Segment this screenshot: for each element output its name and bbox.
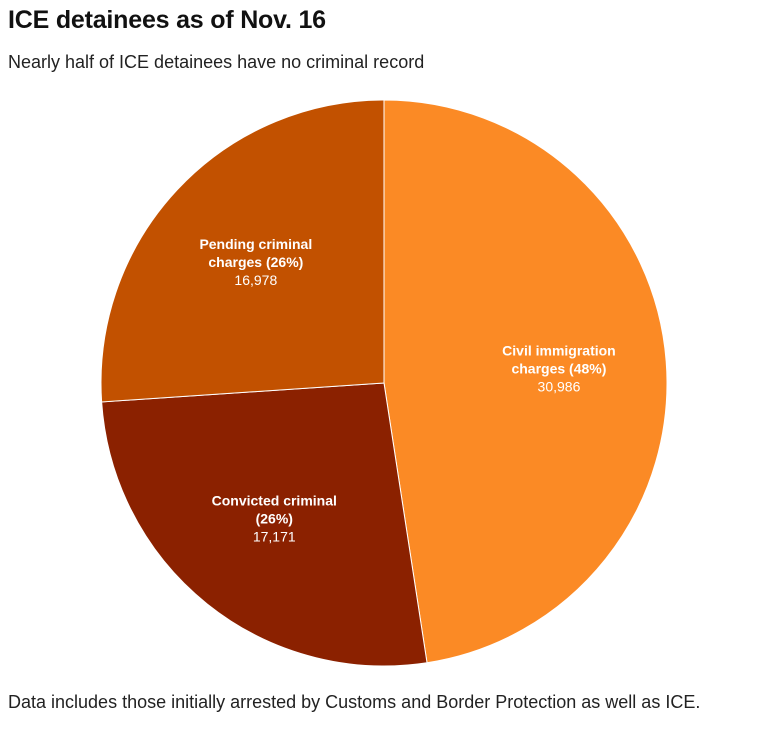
slice-label-1-value-label: 17,171 <box>253 529 296 545</box>
slice-label-1-label-line2: (26%) <box>256 511 293 527</box>
slice-label-2-label-line1: Pending criminal <box>199 236 312 252</box>
pie-slice-0 <box>383 99 668 664</box>
slice-label-0-label-line1: Civil immigration <box>502 342 616 358</box>
chart-title: ICE detainees as of Nov. 16 <box>8 6 326 34</box>
footnote: Data includes those initially arrested b… <box>8 692 701 712</box>
slice-label-1-label-line1: Convicted criminal <box>212 493 337 509</box>
slice-label-0-value-label: 30,986 <box>538 378 581 394</box>
pie-slice-1 <box>101 382 428 667</box>
pie-slice-2 <box>100 99 385 403</box>
slice-label-2-value-label: 16,978 <box>234 272 277 288</box>
chart-subtitle: Nearly half of ICE detainees have no cri… <box>8 52 425 72</box>
slice-label-0-label-line2: charges (48%) <box>511 360 606 376</box>
pie-slices <box>100 99 668 667</box>
slice-label-2-label-line2: charges (26%) <box>208 254 303 270</box>
pie-chart: Civil immigration charges (48%) 30,986 Conv… <box>100 99 668 667</box>
pie-labels: Civil immigration charges (48%) 30,986 Conv… <box>199 236 615 545</box>
